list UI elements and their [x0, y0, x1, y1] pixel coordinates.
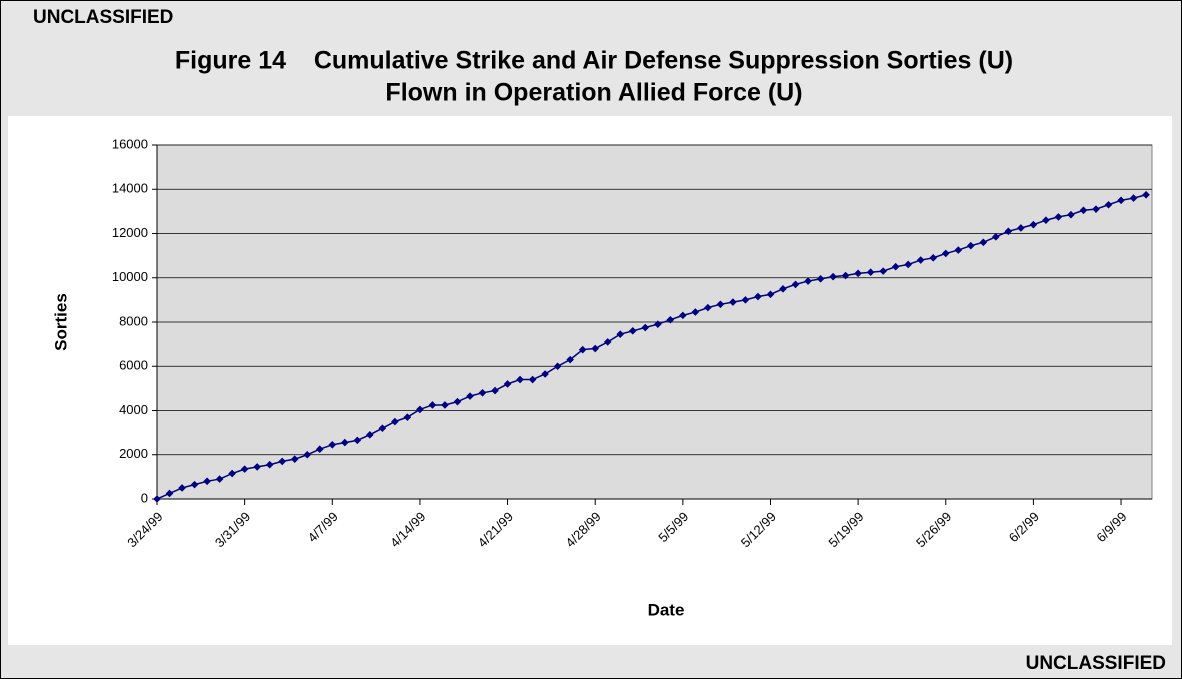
data-point	[178, 484, 186, 492]
data-point	[729, 298, 737, 306]
data-point	[341, 438, 349, 447]
data-point	[866, 268, 875, 277]
y-tick-label: 4000	[119, 402, 148, 417]
data-point	[553, 362, 562, 371]
data-point	[666, 315, 675, 324]
data-point	[366, 431, 374, 439]
data-point	[541, 370, 549, 378]
data-point	[566, 355, 574, 364]
y-tick-label: 2000	[119, 446, 148, 461]
data-point	[628, 327, 637, 335]
data-point	[441, 401, 449, 409]
data-point	[791, 280, 800, 289]
y-tick-label: 8000	[119, 313, 148, 328]
data-point	[916, 256, 925, 264]
data-point	[416, 405, 424, 414]
classification-bottom: UNCLASSIFIED	[1026, 653, 1166, 674]
y-tick-label: 14000	[112, 181, 148, 196]
data-point	[190, 480, 199, 489]
data-point	[841, 271, 850, 280]
data-point	[1092, 205, 1100, 213]
data-point	[303, 450, 312, 459]
data-point	[353, 436, 362, 445]
data-point	[153, 495, 161, 503]
y-tick-label: 6000	[119, 358, 148, 373]
y-tick-label: 16000	[112, 136, 148, 151]
data-point	[516, 375, 524, 384]
data-point	[503, 380, 512, 388]
data-point	[941, 249, 950, 258]
data-point	[1042, 216, 1050, 225]
data-point	[391, 417, 399, 426]
chart-title: Figure 14 Cumulative Strike and Air Defe…	[175, 47, 1013, 75]
data-point	[829, 272, 837, 281]
y-axis-label: Sorties	[51, 293, 70, 351]
data-point	[616, 330, 625, 338]
data-point	[779, 285, 787, 293]
data-point	[754, 292, 762, 301]
data-point	[954, 246, 963, 254]
data-point	[603, 338, 612, 346]
data-point	[1079, 206, 1088, 215]
data-point	[591, 344, 599, 353]
y-tick-label: 0	[141, 490, 148, 505]
data-point	[904, 260, 912, 269]
data-point	[428, 401, 437, 409]
data-point	[654, 320, 662, 329]
data-point	[891, 262, 900, 271]
classification-top: UNCLASSIFIED	[33, 7, 173, 28]
data-point	[741, 296, 750, 304]
data-point	[1004, 227, 1013, 236]
data-point	[766, 290, 775, 299]
data-point	[854, 269, 862, 278]
data-point	[378, 424, 387, 432]
data-point	[315, 445, 324, 454]
data-point	[215, 475, 224, 483]
x-axis-label: Date	[648, 600, 685, 619]
y-tick-label: 12000	[112, 225, 148, 240]
data-point	[528, 375, 537, 384]
data-point	[979, 238, 988, 247]
data-point	[265, 460, 274, 469]
data-point	[228, 469, 236, 478]
data-point	[1067, 210, 1075, 219]
data-point	[929, 254, 938, 262]
data-point	[679, 311, 687, 320]
data-point	[1129, 194, 1138, 202]
data-point	[165, 489, 174, 498]
data-point	[278, 457, 286, 466]
data-point	[290, 455, 299, 463]
data-point	[1054, 213, 1063, 221]
data-point	[466, 392, 474, 400]
data-point	[328, 440, 337, 449]
data-point	[403, 413, 412, 421]
data-point	[240, 465, 249, 473]
data-point	[253, 463, 261, 471]
data-point	[453, 397, 462, 406]
data-point	[1017, 224, 1025, 232]
data-point	[203, 477, 211, 486]
data-point	[1104, 200, 1113, 209]
data-point	[1117, 196, 1125, 205]
data-point	[578, 345, 587, 354]
y-tick-label: 10000	[112, 269, 148, 284]
data-point	[967, 241, 975, 250]
data-point	[879, 267, 887, 275]
data-point	[691, 308, 700, 316]
chart-title: Flown in Operation Allied Force (U)	[385, 79, 802, 107]
data-point	[641, 323, 650, 332]
data-point	[716, 300, 725, 309]
data-point	[491, 386, 499, 395]
data-point	[1142, 190, 1150, 199]
data-point	[816, 275, 825, 283]
data-point	[1029, 220, 1038, 229]
data-point	[704, 303, 712, 312]
data-point	[992, 233, 1000, 241]
data-point	[478, 389, 487, 397]
data-point	[804, 277, 812, 285]
